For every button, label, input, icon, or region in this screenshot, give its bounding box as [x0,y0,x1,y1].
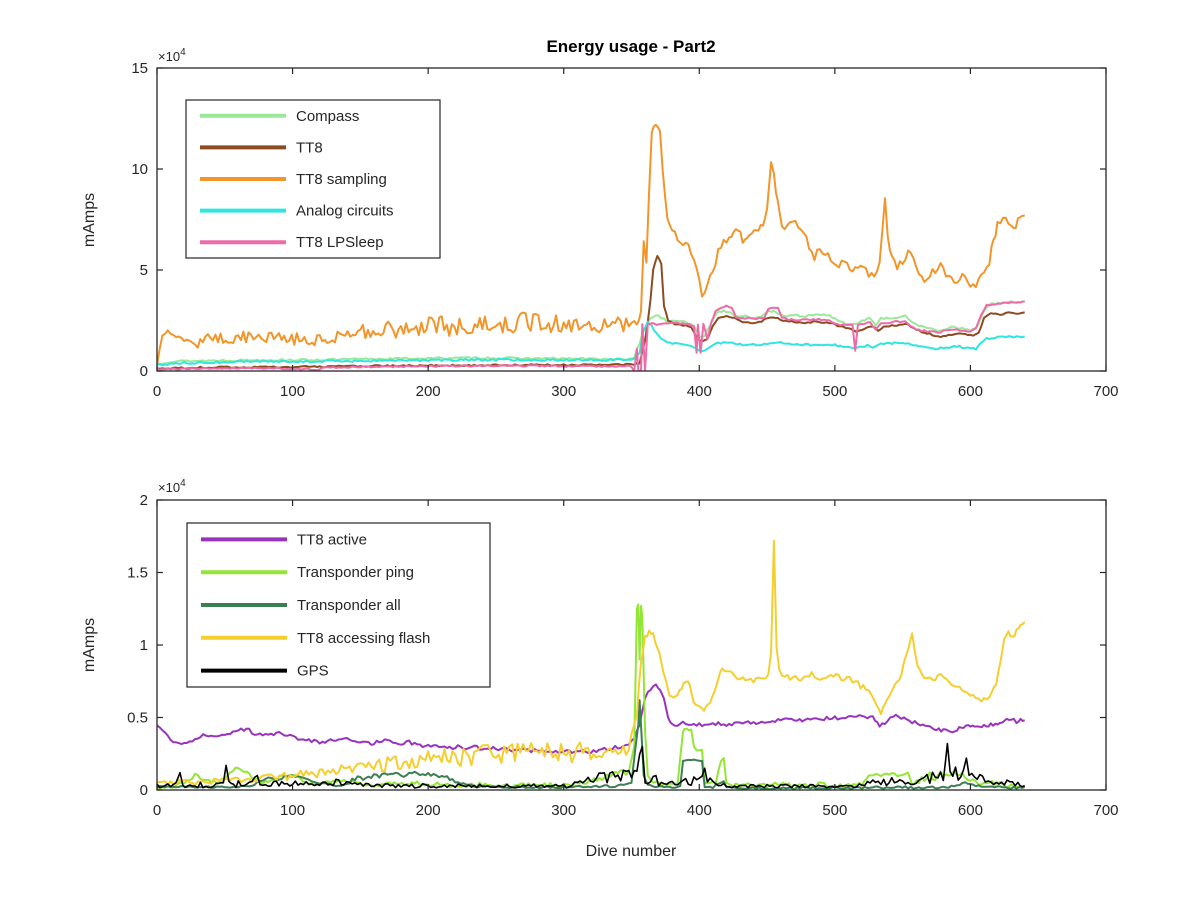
plot-areas: 0 100 200 300 400 500 600 700051015CompassTT8TT… [127,60,1118,819]
legend-item-compass: Compass [200,108,359,125]
tick-marks [156,67,1107,372]
y-tick-label: 1 [140,637,148,654]
legend-item-label: Compass [296,108,359,125]
legend: Compass TT8 TT8 sampling Analog circuits TT8… [185,99,441,259]
legend-item-label: TT8 [296,139,323,156]
plot-bottom: 0 100 200 300 400 500 600 700 0 0.5 1 1.5 2 TT8 activ… [127,492,1118,819]
y-tick-label: 5 [140,262,148,279]
series-line-compass [157,300,1025,365]
legend-item-label: TT8 sampling [296,171,387,188]
x-tick-label: 700 [1093,802,1118,819]
y-tick-label: 1.5 [127,565,148,582]
y-tick-label: 0 [140,782,148,799]
legend-item-label: Analog circuits [296,203,394,220]
legend-item-label: GPS [297,663,329,680]
series-line-transponder-ping [157,603,1026,790]
x-tick-label: 300 [551,802,576,819]
legend-item-tt8: TT8 [200,139,323,156]
bottom-y-axis-label: mAmps [81,618,98,672]
legend: TT8 active Transponder ping Transponder al… [186,522,491,688]
legend-item-label: Transponder ping [297,564,414,581]
x-axis-label: Dive number [586,843,677,860]
y-tick-label: 15 [131,60,148,77]
series-line-analog-circuits [157,320,1026,367]
x-tick-label: 200 [416,802,441,819]
series-line-tt8 [157,255,1025,370]
legend-item-gps: GPS [201,663,329,680]
legend-item-transponder-all: Transponder all [201,597,401,614]
bottom-y-exponent: ×104 [158,478,186,495]
x-tick-label: 600 [958,802,983,819]
series-group [157,539,1026,790]
legend-item-tt8-lpsleep: TT8 LPSleep [200,234,384,251]
legend-item-transponder-ping: Transponder ping [201,564,414,581]
y-tick-label: 10 [131,161,148,178]
x-tick-label: 600 [958,383,983,400]
series-line-tt8-accessing-flash [157,539,1026,787]
series-line-gps [157,742,1026,789]
tick-marks [156,499,1107,791]
y-tick-label: 0.5 [127,710,148,727]
legend-item-label: TT8 active [297,531,367,548]
x-tick-label: 500 [822,802,847,819]
legend-item-analog-circuits: Analog circuits [200,203,394,220]
x-tick-label: 200 [416,383,441,400]
x-tick-label: 300 [551,383,576,400]
legend-item-tt8-active: TT8 active [201,531,367,548]
series-group [157,123,1026,371]
x-tick-label: 400 [687,383,712,400]
plot-top: 0 100 200 300 400 500 600 700 0 5 10 15 Compass TT8 TT… [131,60,1118,400]
series-line-tt8-active [157,683,1025,755]
x-tick-label: 400 [687,802,712,819]
x-tick-label: 100 [280,383,305,400]
chart-title: Energy usage - Part2 [546,37,715,56]
x-tick-label: 500 [822,383,847,400]
series-line-tt8-sampling [157,123,1025,366]
legend-item-label: Transponder all [297,597,401,614]
legend-item-tt8-accessing-flash: TT8 accessing flash [201,630,430,647]
x-tick-label: 0 [153,802,161,819]
y-tick-label: 0 [140,363,148,380]
series-line-transponder-all [157,699,1025,790]
x-tick-label: 100 [280,802,305,819]
axes-box [156,67,1107,372]
legend-item-label: TT8 LPSleep [296,234,384,251]
x-tick-label: 0 [153,383,161,400]
legend-item-label: TT8 accessing flash [297,630,430,647]
legend-item-tt8-sampling: TT8 sampling [200,171,387,188]
top-y-axis-label: mAmps [81,193,98,247]
y-tick-label: 2 [140,492,148,509]
top-y-exponent: ×104 [158,47,186,64]
series-line-tt8-lpsleep [157,300,1025,371]
x-tick-label: 700 [1093,383,1118,400]
